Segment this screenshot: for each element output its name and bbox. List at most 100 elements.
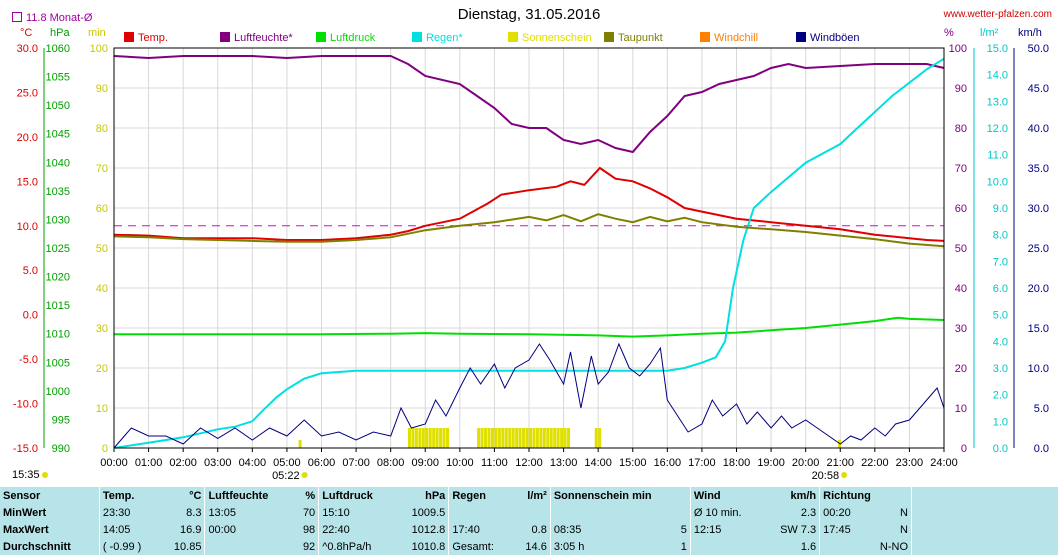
stats-cell-s-val: 1 [680, 540, 687, 553]
stats-cell-h-val: 98 [302, 523, 316, 536]
stats-cell-p-time: 22:40 [318, 521, 396, 538]
sunshine-bar [560, 428, 564, 448]
wind-tick-label: 30.0 [1028, 203, 1049, 215]
sunshine-bar [504, 428, 508, 448]
wind-tick-label: 5.0 [1034, 403, 1049, 415]
stats-row: Durchschnitt ( -0.99 ) 10.85 92 ^0.8hPa/h 101… [0, 538, 1058, 555]
wind-tick-label: 20.0 [1028, 283, 1049, 295]
stats-cell-d-val: N-NO [879, 540, 908, 553]
temp-tick-label: 25.0 [17, 87, 38, 99]
stats-cell--blank [911, 521, 1058, 538]
stats-cell-h-val: 70 [302, 506, 316, 519]
temp-tick-label: -10.0 [13, 399, 38, 411]
time-tick-label: 05:00 [273, 457, 301, 469]
time-tick-label: 10:00 [446, 457, 474, 469]
stats-cell-h-time [204, 538, 294, 555]
press-tick-label: 1055 [46, 72, 70, 84]
sunshine-bar [439, 428, 443, 448]
sunshine-bar [425, 428, 429, 448]
sunshine-bar [563, 428, 567, 448]
chart-grid [114, 48, 944, 448]
temp-tick-label: -5.0 [19, 354, 38, 366]
time-tick-label: 03:00 [204, 457, 232, 469]
col-temp: Temp. [98, 487, 160, 504]
rain-unit-label: l/m² [980, 27, 999, 39]
series-line-windben [113, 342, 945, 449]
sunset-label: 20:58 [812, 470, 840, 482]
stats-cell-w-val: 2.3 [800, 506, 817, 519]
time-tick-label: 17:00 [688, 457, 716, 469]
temp-tick-label: -15.0 [13, 443, 38, 455]
sunshine-bar [546, 428, 550, 448]
stats-cell-h-time: 00:00 [204, 521, 294, 538]
time-tick-label: 09:00 [411, 457, 439, 469]
legend-label: Regen* [426, 32, 463, 44]
hum-tick-label: 70 [955, 163, 967, 175]
wind-tick-label: 40.0 [1028, 123, 1049, 135]
col-sensor: Sensor [3, 489, 41, 502]
hum-tick-label: 100 [949, 43, 967, 55]
sunshine-bar [515, 428, 519, 448]
wind-tick-label: 50.0 [1028, 43, 1049, 55]
stats-cell-w-val: 1.6 [800, 540, 817, 553]
col-blank [911, 487, 1058, 504]
stats-cell-t-val: 10.85 [173, 540, 202, 553]
col-rain: Regen [448, 487, 514, 504]
legend-label: Sonnenschein [522, 32, 592, 44]
rain-tick-label: 2.0 [993, 390, 1008, 402]
hum-unit-label: % [944, 27, 954, 39]
rain-tick-label: 5.0 [993, 310, 1008, 322]
sunshine-bar [432, 428, 436, 448]
site-link[interactable]: www.wetter-pfalzen.com [943, 9, 1052, 20]
sunshine-bar [501, 428, 505, 448]
wind-tick-label: 15.0 [1028, 323, 1049, 335]
col-press: Luftdruck [318, 487, 396, 504]
press-tick-label: 1020 [46, 272, 70, 284]
sunrise-label: 05:22 [272, 470, 300, 482]
temp-tick-label: 20.0 [17, 132, 38, 144]
sunset-icon [841, 472, 848, 478]
legend-swatch [124, 32, 134, 42]
col-temp-unit: °C [189, 489, 202, 502]
col-wind-unit: km/h [790, 489, 817, 502]
rain-tick-label: 9.0 [993, 203, 1008, 215]
wind-tick-label: 45.0 [1028, 83, 1049, 95]
press-tick-label: 990 [52, 443, 70, 455]
min-tick-label: 10 [96, 403, 108, 415]
stats-cell-h-val: 92 [302, 540, 316, 553]
sunshine-bar [525, 428, 529, 448]
hum-tick-label: 30 [955, 323, 967, 335]
stats-cell--blank [911, 504, 1058, 521]
weather-chart: 30.0 25.0 20.0 15.0 10.0 5.0 0.0 -5.0 -10.0 -15.0… [12, 27, 1049, 482]
average-marker-icon [12, 12, 22, 22]
sunshine-bar [428, 428, 432, 448]
stats-cell-r-time: Gesamt: [448, 538, 514, 555]
stats-cell-w-val: SW 7.3 [780, 523, 817, 536]
legend-swatch [412, 32, 422, 42]
month-average-text: 11.8 Monat-Ø [26, 12, 93, 24]
time-tick-label: 16:00 [654, 457, 682, 469]
rain-tick-label: 10.0 [987, 176, 1008, 188]
time-tick-label: 20:00 [792, 457, 820, 469]
sunshine-bar [442, 428, 446, 448]
rain-tick-label: 11.0 [987, 150, 1008, 162]
sunshine-bar [542, 428, 546, 448]
rain-tick-label: 8.0 [993, 230, 1008, 242]
time-tick-label: 00:00 [100, 457, 128, 469]
min-tick-label: 80 [96, 123, 108, 135]
series-lines [113, 55, 945, 449]
series-line-luftdruck [114, 316, 945, 338]
wind-unit-label: km/h [1018, 27, 1042, 39]
min-tick-label: 0 [102, 443, 108, 455]
left-axes: 30.0 25.0 20.0 15.0 10.0 5.0 0.0 -5.0 -10.0 -15.0… [13, 27, 108, 455]
stats-cell-p-val: 1010.8 [411, 540, 446, 553]
press-tick-label: 1045 [46, 129, 70, 141]
stats-cell-d-time: 17:45 [819, 521, 866, 538]
time-tick-label: 04:00 [239, 457, 267, 469]
wind-tick-label: 35.0 [1028, 163, 1049, 175]
stats-cell-r-time: 17:40 [448, 521, 514, 538]
rain-tick-label: 12.0 [987, 123, 1008, 135]
stats-cell-p-time: 15:10 [318, 504, 396, 521]
min-tick-label: 90 [96, 83, 108, 95]
stats-body: MinWert 23:30 8.3 13:05 70 15:10 1009.5 Ø 10 mi… [0, 504, 1058, 555]
